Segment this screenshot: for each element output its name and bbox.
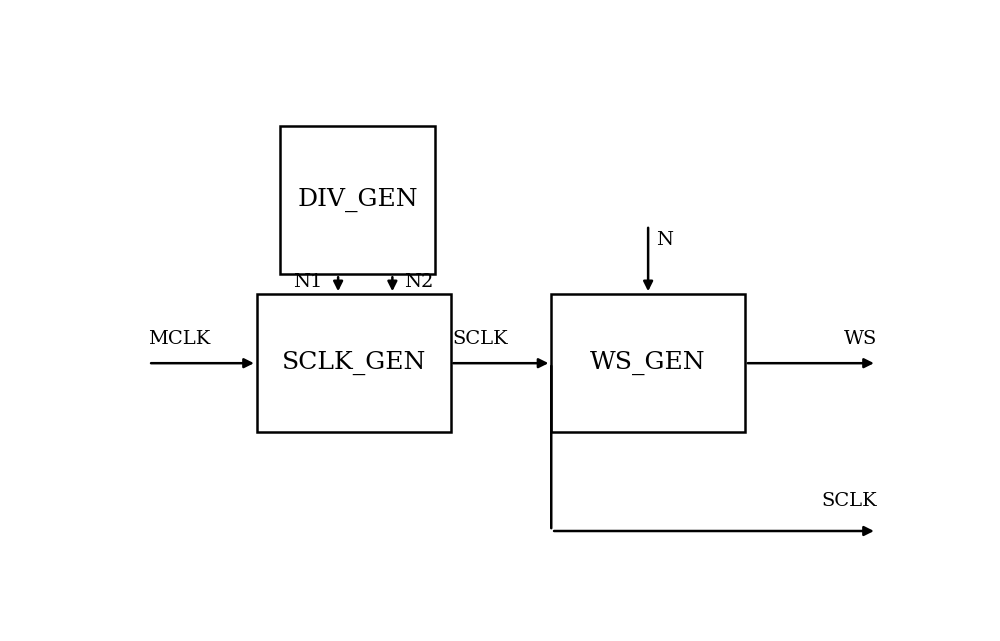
Text: SCLK: SCLK bbox=[453, 329, 508, 347]
Bar bbox=[257, 294, 450, 432]
Text: WS_GEN: WS_GEN bbox=[590, 351, 706, 375]
Text: SCLK_GEN: SCLK_GEN bbox=[281, 351, 426, 375]
Text: WS: WS bbox=[844, 329, 877, 347]
Bar bbox=[280, 126, 435, 274]
Text: MCLK: MCLK bbox=[148, 329, 210, 347]
Bar bbox=[551, 294, 745, 432]
Text: DIV_GEN: DIV_GEN bbox=[297, 188, 418, 212]
Text: N2: N2 bbox=[404, 273, 433, 291]
Text: SCLK: SCLK bbox=[821, 492, 877, 510]
Text: N1: N1 bbox=[293, 273, 323, 291]
Text: N: N bbox=[656, 231, 673, 249]
